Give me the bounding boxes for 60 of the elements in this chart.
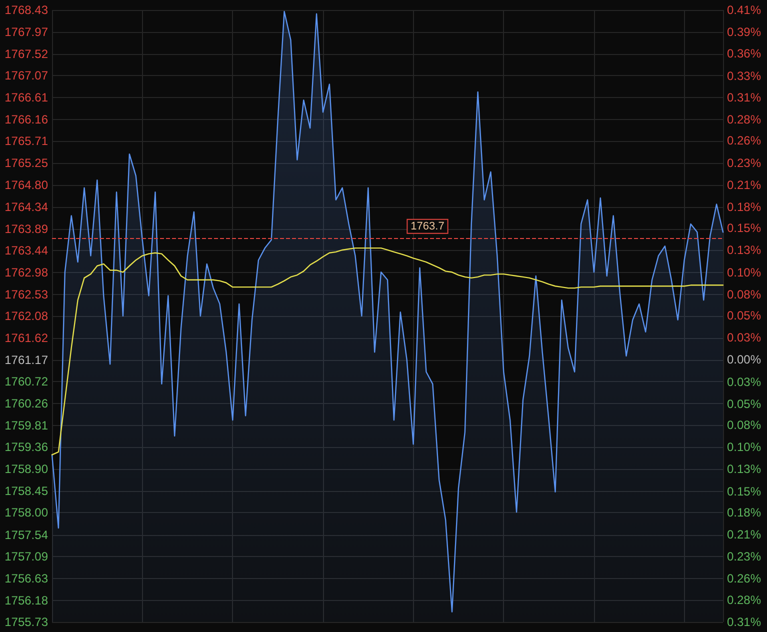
y2-tick-label: 0.31%	[727, 90, 762, 104]
y2-tick-label: 0.18%	[727, 506, 762, 520]
y-tick-label: 1763.89	[4, 222, 48, 236]
y-tick-label: 1762.98	[4, 266, 48, 280]
y2-tick-label: 0.36%	[727, 46, 762, 60]
y2-tick-label: 0.28%	[727, 112, 762, 126]
y-tick-label: 1759.36	[4, 440, 48, 454]
y-tick-label: 1764.80	[4, 178, 48, 192]
y-tick-label: 1767.97	[4, 25, 48, 40]
y2-tick-label: 0.08%	[727, 418, 762, 432]
y-tick-label: 1764.34	[4, 200, 48, 214]
y2-tick-label: 0.15%	[727, 484, 762, 498]
y-tick-label: 1767.07	[4, 68, 48, 83]
y2-tick-label: 0.26%	[727, 134, 762, 148]
y2-tick-label: 0.21%	[727, 528, 762, 542]
y-tick-label: 1761.62	[4, 331, 48, 346]
y2-tick-label: 0.23%	[727, 156, 762, 170]
y2-tick-label: 0.23%	[727, 550, 762, 564]
y-tick-label: 1756.63	[4, 572, 48, 586]
y-tick-label: 1758.00	[4, 506, 48, 520]
y-tick-label: 1762.08	[4, 309, 48, 323]
y2-tick-label: 0.15%	[727, 221, 762, 236]
y-tick-label: 1760.26	[4, 396, 48, 411]
y-tick-label: 1761.17	[4, 352, 48, 367]
y-tick-label: 1755.73	[4, 615, 48, 629]
y2-tick-label: 0.10%	[727, 265, 762, 280]
y2-tick-label: 0.18%	[727, 200, 762, 214]
y-tick-label: 1763.44	[4, 243, 48, 258]
y2-tick-label: 0.31%	[727, 615, 762, 629]
y-tick-label: 1767.52	[4, 46, 48, 61]
y-tick-label: 1765.25	[4, 156, 48, 170]
y-tick-label: 1758.45	[4, 484, 48, 498]
y2-tick-label: 0.08%	[727, 287, 762, 302]
y2-tick-label: 0.00%	[727, 352, 762, 367]
y-tick-label: 1766.61	[4, 90, 48, 105]
y2-tick-label: 0.26%	[727, 572, 762, 586]
y2-tick-label: 0.05%	[727, 308, 762, 323]
y-tick-label: 1766.16	[4, 112, 48, 126]
y-tick-label: 1756.18	[4, 593, 48, 608]
y2-tick-label: 0.13%	[727, 462, 762, 476]
y2-tick-label: 0.39%	[727, 25, 762, 40]
y2-tick-label: 0.33%	[727, 69, 762, 84]
y2-tick-label: 0.13%	[727, 243, 762, 258]
ref-line-label: 1763.7	[410, 220, 444, 232]
line-series	[51, 247, 724, 456]
y2-tick-label: 0.28%	[727, 592, 762, 607]
y-tick-label: 1768.43	[4, 3, 48, 17]
y2-tick-label: 0.05%	[727, 396, 762, 411]
y2-tick-label: 0.41%	[727, 3, 762, 17]
y2-tick-label: 0.03%	[727, 330, 762, 345]
y2-tick-label: 0.03%	[727, 374, 762, 389]
y2-tick-label: 0.10%	[727, 440, 762, 454]
y-tick-label: 1759.81	[4, 418, 48, 432]
y-tick-label: 1765.71	[4, 134, 48, 148]
y-tick-label: 1760.72	[4, 374, 48, 389]
y2-tick-label: 0.21%	[727, 178, 762, 192]
y-tick-label: 1762.53	[4, 287, 48, 302]
y-tick-label: 1757.09	[4, 549, 48, 564]
y-tick-label: 1757.54	[4, 528, 48, 542]
y-tick-label: 1758.90	[4, 462, 48, 476]
